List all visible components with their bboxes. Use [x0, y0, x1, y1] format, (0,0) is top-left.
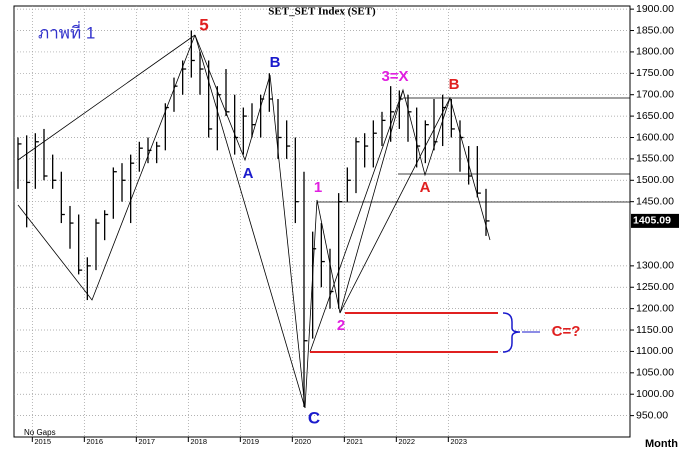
wave-line	[194, 34, 306, 409]
y-tick-label: 1900.00	[636, 3, 674, 15]
annotation: C=?	[552, 323, 581, 340]
annotation: A	[420, 179, 431, 196]
y-tick-label: 1300.00	[636, 260, 674, 272]
y-tick-label: 1800.00	[636, 46, 674, 58]
y-tick-label: 1050.00	[636, 367, 674, 379]
annotation: A	[243, 165, 254, 182]
brace	[502, 312, 521, 353]
chart-title: SET_SET Index (SET)	[268, 6, 376, 18]
x-tick-label: 2023	[450, 437, 467, 446]
y-tick-label: 1600.00	[636, 131, 674, 143]
annotation: 2	[337, 317, 345, 334]
y-tick-label: 1850.00	[636, 24, 674, 36]
x-tick-label: 2015	[34, 437, 51, 446]
wave-line	[309, 89, 404, 353]
annotation: ภาพที่ 1	[38, 20, 95, 42]
annotation: 1	[314, 179, 322, 196]
annotation: B	[270, 54, 281, 71]
y-tick-label: 1750.00	[636, 67, 674, 79]
last-value-box	[631, 213, 679, 228]
footnote: No Gaps	[24, 428, 56, 437]
x-tick-label: 2020	[294, 437, 311, 446]
y-tick-label: 1150.00	[636, 324, 673, 336]
y-tick-label: 1650.00	[636, 110, 674, 122]
x-tick-label: 2016	[86, 437, 103, 446]
annotation: 5	[199, 15, 208, 34]
annotation: 3=X	[381, 68, 408, 85]
wave-line	[17, 34, 196, 161]
wave-line	[339, 97, 451, 314]
y-tick-label: 1200.00	[636, 302, 674, 314]
x-tick-label: 2017	[138, 437, 155, 446]
y-tick-label: 1000.00	[636, 388, 674, 400]
y-tick-label: 1700.00	[636, 88, 674, 100]
y-tick-label: 1250.00	[636, 281, 674, 293]
x-tick-label: 2022	[398, 437, 415, 446]
wave-line	[194, 34, 306, 409]
x-tick-label: 2021	[346, 437, 363, 446]
grid	[14, 6, 630, 437]
y-tick-label: 1500.00	[636, 174, 674, 186]
y-tick-label: 1550.00	[636, 153, 674, 165]
last-value-label: 1405.09	[633, 215, 671, 227]
x-axis-label: Month	[645, 438, 678, 450]
wave-line	[17, 34, 196, 301]
wave-lines	[17, 34, 630, 409]
x-tick-label: 2018	[190, 437, 207, 446]
y-tick-label: 1450.00	[636, 195, 674, 207]
y-tick-label: 950.00	[636, 409, 668, 421]
x-tick-label: 2019	[242, 437, 259, 446]
y-tick-label: 1100.00	[636, 345, 673, 357]
annotation: C	[308, 408, 320, 427]
annotation: B	[449, 76, 460, 93]
